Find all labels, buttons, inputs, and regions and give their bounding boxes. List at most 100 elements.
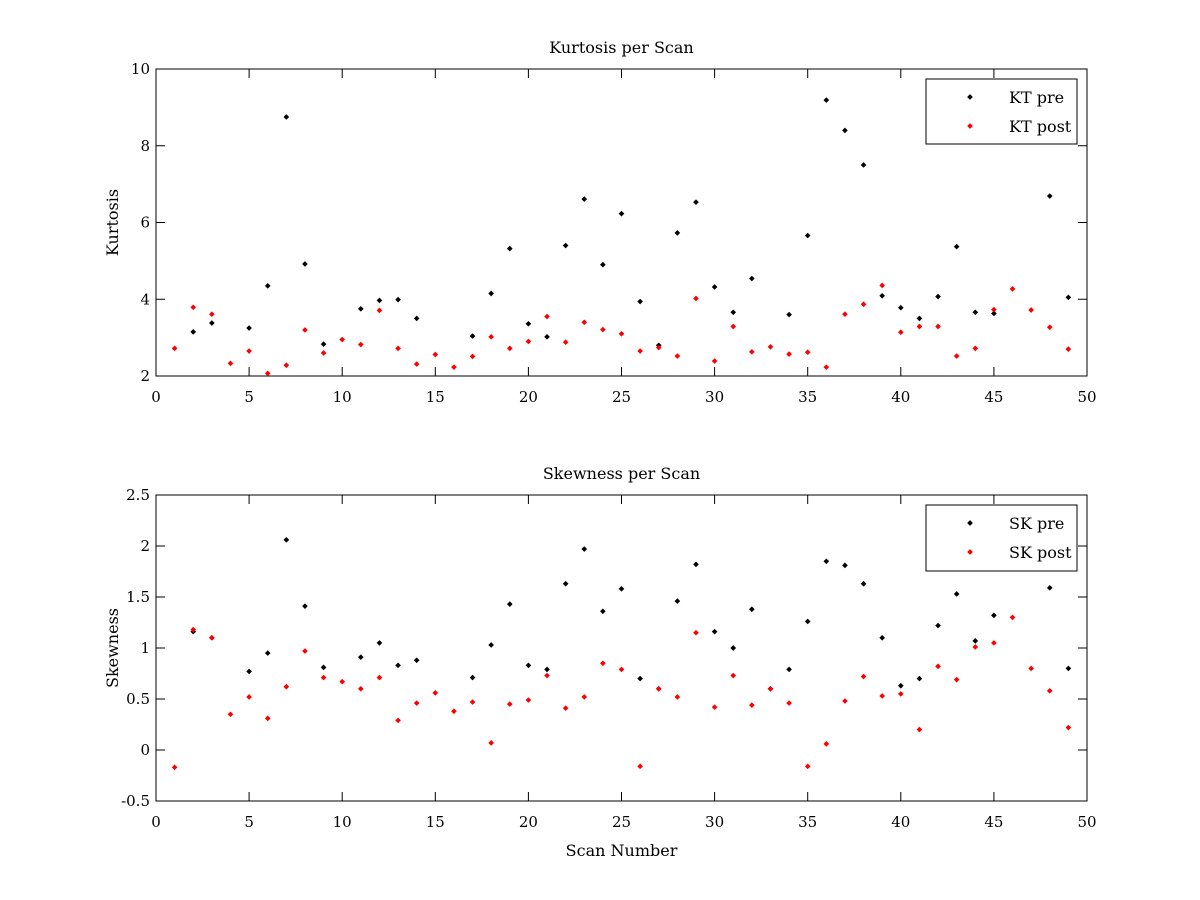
data-point: [730, 309, 737, 316]
data-point: [860, 162, 867, 168]
data-point: [246, 694, 252, 700]
data-point: [693, 561, 699, 568]
data-point: [693, 199, 699, 205]
data-point: [1028, 665, 1034, 672]
data-point: [786, 351, 792, 357]
data-point: [376, 307, 383, 314]
data-point: [1046, 584, 1053, 591]
data-point: [209, 634, 215, 641]
data-point: [376, 674, 383, 681]
data-point: [637, 298, 643, 305]
data-point: [730, 645, 737, 651]
y-tick-label: 8: [140, 137, 150, 155]
y-tick-label: 10: [131, 60, 150, 78]
data-point: [823, 364, 830, 371]
data-point: [879, 292, 886, 299]
y-tick-label: 0.5: [126, 690, 150, 708]
data-point: [283, 362, 290, 369]
data-point: [413, 700, 420, 706]
legend-marker: [967, 94, 973, 100]
data-point: [786, 700, 792, 706]
data-point: [190, 626, 197, 633]
x-tick-label: 35: [798, 813, 817, 831]
data-point: [897, 682, 904, 689]
data-point: [991, 612, 997, 619]
data-point: [842, 127, 848, 134]
data-point: [655, 344, 662, 351]
data-point: [320, 674, 327, 681]
data-point: [953, 243, 960, 250]
data-point: [246, 668, 252, 675]
data-point: [1065, 346, 1072, 352]
data-point: [1028, 307, 1034, 313]
data-point: [581, 694, 588, 700]
data-point: [246, 325, 252, 331]
data-point: [804, 618, 811, 625]
data-point: [562, 242, 569, 249]
data-point: [395, 296, 401, 303]
data-point: [246, 348, 252, 354]
data-point: [972, 644, 979, 650]
data-point: [823, 741, 830, 747]
y-tick-label: 1.5: [126, 588, 150, 606]
data-point: [749, 606, 755, 613]
data-point: [1046, 193, 1053, 199]
data-point: [786, 311, 792, 318]
chart-title: Skewness per Scan: [543, 464, 700, 483]
data-point: [600, 660, 606, 667]
series-sk-post: [171, 614, 1072, 771]
data-point: [413, 315, 420, 322]
x-tick-label: 50: [1077, 813, 1096, 831]
legend-marker: [967, 123, 973, 129]
data-point: [767, 685, 774, 692]
y-tick-label: -0.5: [121, 792, 150, 810]
legend-box: [925, 504, 1078, 572]
data-point: [302, 261, 308, 267]
data-point: [525, 320, 532, 327]
data-point: [972, 345, 979, 352]
y-tick-label: 0: [140, 741, 150, 759]
data-point: [357, 341, 364, 348]
data-point: [283, 683, 290, 690]
data-point: [413, 657, 420, 664]
data-point: [376, 297, 383, 304]
data-point: [972, 309, 979, 316]
data-point: [190, 329, 197, 335]
data-point: [935, 622, 941, 629]
x-tick-label: 10: [333, 388, 352, 406]
data-point: [488, 334, 494, 340]
data-point: [544, 672, 550, 679]
data-point: [916, 315, 923, 322]
data-point: [916, 323, 923, 330]
data-point: [674, 230, 681, 236]
y-tick-label: 1: [140, 639, 150, 657]
data-point: [395, 662, 401, 669]
data-point: [600, 261, 606, 268]
data-point: [879, 693, 886, 699]
y-tick-label: 6: [140, 214, 150, 232]
data-point: [357, 306, 364, 312]
data-point: [506, 245, 513, 252]
data-point: [432, 351, 439, 358]
data-point: [506, 601, 513, 607]
data-point: [711, 628, 718, 635]
chart-1: 0 5 10 15 20 25 30 35 40 45 50 2 4 6 8 10 Kurtosis per S…: [103, 38, 1097, 406]
data-point: [171, 764, 178, 771]
x-tick-label: 25: [612, 388, 631, 406]
data-point: [991, 640, 997, 646]
data-point: [302, 603, 308, 610]
legend-label: SK post: [1009, 543, 1072, 562]
data-point: [562, 705, 569, 712]
data-point: [227, 360, 234, 367]
x-tick-label: 5: [244, 813, 254, 831]
data-point: [749, 348, 755, 355]
x-tick-label: 45: [984, 388, 1003, 406]
legend: KT pre KT post: [925, 78, 1078, 145]
legend-label: KT post: [1009, 117, 1072, 136]
data-point: [1046, 324, 1053, 331]
data-point: [581, 319, 588, 326]
data-point: [469, 353, 476, 360]
data-point: [1065, 724, 1072, 731]
data-point: [302, 327, 308, 333]
